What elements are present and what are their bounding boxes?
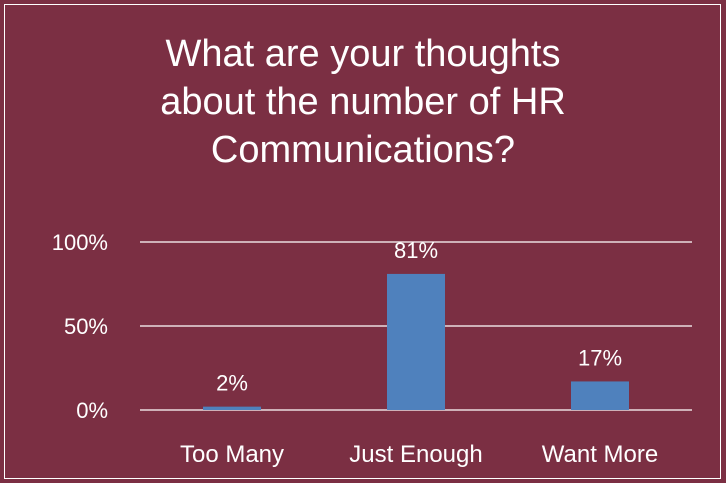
y-axis-labels: 0% 50% 100% [52,230,108,423]
data-label: 81% [394,238,438,263]
chart-frame [4,4,721,479]
chart-title-line-1: What are your thoughts [165,33,561,75]
y-tick-label: 0% [76,398,108,423]
chart-title-line-2: about the number of HR [160,81,566,123]
bar-just-enough [387,273,445,410]
bar-too-many [203,406,261,410]
data-label: 2% [216,371,248,396]
x-tick-label: Want More [542,441,658,468]
bar-want-more [571,381,629,410]
data-label: 17% [578,345,622,370]
x-axis-labels: Too Many Just Enough Want More [180,441,658,468]
x-tick-label: Just Enough [349,441,482,468]
x-tick-label: Too Many [180,441,284,468]
bars [203,273,629,410]
y-tick-label: 50% [64,314,108,339]
value-labels: 2% 81% 17% [216,238,622,396]
chart-title: What are your thoughts about the number … [0,30,726,174]
chart-title-line-3: Communications? [210,129,516,171]
y-tick-label: 100% [52,230,108,255]
